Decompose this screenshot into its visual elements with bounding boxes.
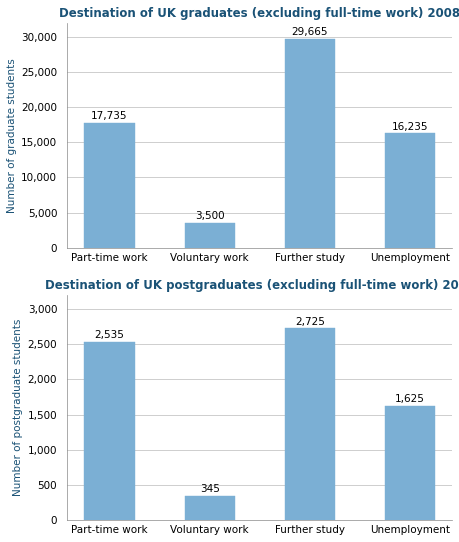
Text: 29,665: 29,665: [291, 27, 327, 37]
Text: 16,235: 16,235: [391, 122, 427, 132]
Bar: [184, 496, 234, 520]
Text: 345: 345: [199, 484, 219, 494]
Y-axis label: Number of graduate students: Number of graduate students: [7, 58, 17, 212]
Bar: [284, 39, 334, 248]
Title: Destination of UK graduates (excluding full-time work) 2008: Destination of UK graduates (excluding f…: [59, 7, 459, 20]
Text: 1,625: 1,625: [394, 394, 424, 404]
Bar: [384, 133, 434, 248]
Text: 17,735: 17,735: [91, 111, 128, 121]
Bar: [84, 341, 134, 520]
Y-axis label: Number of postgraduate students: Number of postgraduate students: [13, 319, 23, 496]
Text: 2,535: 2,535: [95, 330, 124, 340]
Text: 2,725: 2,725: [294, 317, 324, 326]
Title: Destination of UK postgraduates (excluding full-time work) 2008: Destination of UK postgraduates (excludi…: [45, 279, 459, 292]
Text: 3,500: 3,500: [195, 211, 224, 221]
Bar: [384, 406, 434, 520]
Bar: [84, 123, 134, 248]
Bar: [284, 328, 334, 520]
Bar: [184, 223, 234, 248]
